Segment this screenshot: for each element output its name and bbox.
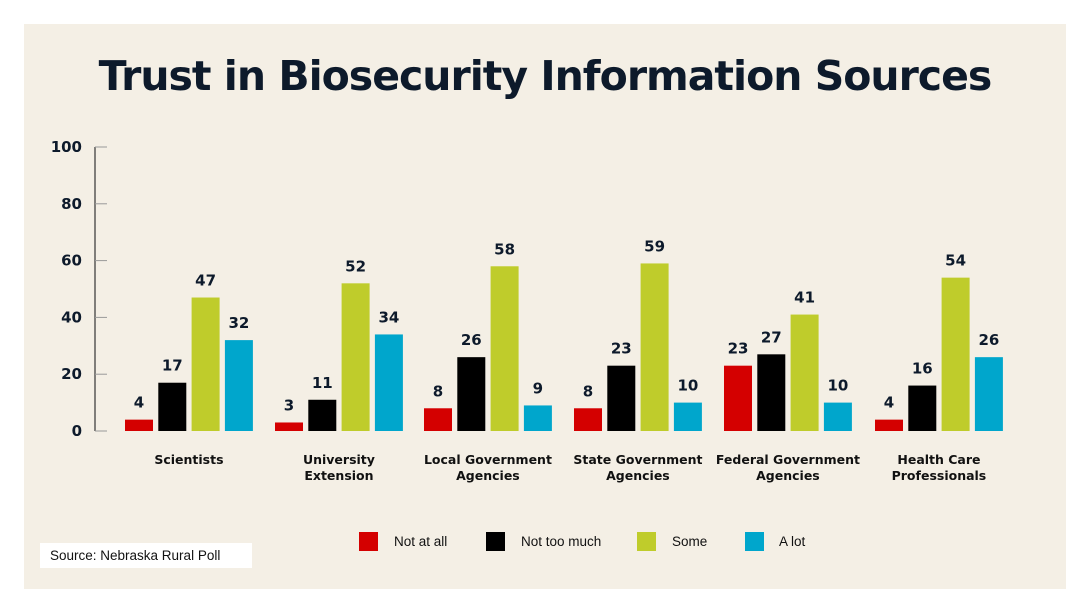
bar-not-at-all (125, 419, 153, 431)
category-label: Scientists (154, 452, 223, 467)
bar-some (790, 314, 819, 431)
bar-not-too-much (158, 382, 187, 431)
data-label: 4 (884, 394, 894, 412)
data-label: 10 (677, 377, 698, 395)
bar-some (341, 283, 370, 431)
y-tick-label: 40 (61, 308, 82, 326)
category-label: Local Government (424, 452, 552, 467)
legend-label: Not too much (521, 534, 602, 549)
data-label: 32 (228, 314, 249, 332)
data-label: 52 (345, 257, 366, 275)
legend-label: A lot (779, 534, 806, 549)
data-label: 27 (761, 328, 782, 346)
legend-label: Not at all (394, 534, 448, 549)
category-label: Extension (304, 468, 373, 483)
legend-label: Some (672, 534, 708, 549)
y-tick-label: 20 (61, 365, 82, 383)
bar-not-at-all (724, 365, 752, 431)
y-tick-label: 0 (72, 422, 82, 440)
legend-swatch (745, 532, 764, 551)
bar-some (941, 277, 970, 431)
bar-not-too-much (308, 399, 337, 431)
bar-not-too-much (607, 365, 636, 431)
category-label: Agencies (456, 468, 520, 483)
bar-not-at-all (875, 419, 903, 431)
category-label: Federal Government (716, 452, 860, 467)
y-tick-label: 60 (61, 252, 82, 270)
data-label: 23 (611, 340, 632, 358)
data-label: 59 (644, 237, 665, 255)
bar-not-at-all (424, 408, 452, 431)
bar-some (191, 297, 220, 431)
bar-a-lot (823, 402, 852, 431)
category-label: Agencies (756, 468, 820, 483)
y-tick-label: 100 (51, 138, 82, 156)
y-tick-label: 80 (61, 195, 82, 213)
data-label: 58 (494, 240, 515, 258)
legend-swatch (486, 532, 505, 551)
data-label: 16 (912, 360, 933, 378)
bar-not-at-all (275, 422, 303, 431)
category-label: Health Care (897, 452, 980, 467)
bar-a-lot (224, 340, 253, 431)
data-label: 41 (794, 289, 815, 307)
data-label: 8 (433, 382, 443, 400)
bar-a-lot (374, 334, 403, 431)
data-label: 23 (728, 340, 749, 358)
data-label: 26 (978, 331, 999, 349)
data-label: 4 (134, 394, 144, 412)
data-label: 10 (827, 377, 848, 395)
category-label: University (303, 452, 375, 467)
bar-not-at-all (574, 408, 602, 431)
data-label: 34 (378, 308, 399, 326)
bar-not-too-much (757, 354, 786, 431)
bar-some (640, 263, 669, 431)
legend-swatch (637, 532, 656, 551)
data-label: 54 (945, 252, 966, 270)
bar-a-lot (523, 405, 552, 431)
data-label: 11 (312, 374, 333, 392)
bar-not-too-much (457, 357, 486, 431)
category-label: Professionals (892, 468, 987, 483)
source-note: Source: Nebraska Rural Poll (40, 543, 252, 568)
data-label: 17 (162, 357, 183, 375)
data-label: 3 (284, 396, 294, 414)
chart-title: Trust in Biosecurity Information Sources (98, 52, 993, 100)
legend-swatch (359, 532, 378, 551)
data-label: 47 (195, 272, 216, 290)
data-label: 26 (461, 331, 482, 349)
data-label: 9 (533, 379, 543, 397)
category-label: Agencies (606, 468, 670, 483)
bar-a-lot (974, 357, 1003, 431)
bar-some (490, 266, 519, 431)
bar-a-lot (673, 402, 702, 431)
category-label: State Government (573, 452, 702, 467)
data-label: 8 (583, 382, 593, 400)
bar-not-too-much (908, 385, 937, 431)
